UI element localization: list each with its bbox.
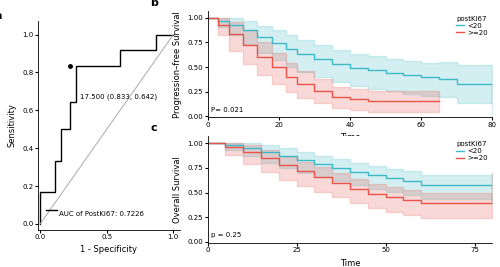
<20 [283,48,289,51]
<20 [490,186,496,189]
>=20 [329,181,335,184]
>=20 [347,187,353,190]
Text: a: a [0,11,2,21]
>=20 [418,99,424,102]
>=20 [347,97,353,100]
<20 [294,53,300,56]
>=20 [258,156,264,159]
>=20 [283,75,289,78]
>=20 [382,196,388,199]
>=20 [472,202,478,205]
>=20 [276,163,282,166]
<20 [347,66,353,70]
<20 [215,19,221,22]
<20 [254,36,260,39]
<20 [418,75,424,78]
<20 [472,183,478,186]
<20 [276,154,282,158]
>=20 [490,193,496,196]
<20 [454,183,460,186]
<20 [365,68,371,72]
<20 [312,162,318,166]
>=20 [436,99,442,102]
>=20 [365,99,371,102]
>=20 [329,95,335,98]
<20 [472,82,478,85]
>=20 [222,146,228,149]
<20 [222,143,228,147]
>=20 [226,33,232,36]
Text: 17.500 (0.833, 0.642): 17.500 (0.833, 0.642) [80,94,157,100]
>=20 [454,202,460,205]
<20 [240,146,246,150]
>=20 [204,16,210,19]
<20 [204,16,210,19]
<20 [240,29,246,32]
<20 [490,101,496,104]
>=20 [400,199,406,202]
<20 [436,183,442,186]
>=20 [240,150,246,154]
>=20 [204,142,210,145]
>=20 [294,82,300,85]
<20 [365,173,371,176]
<20 [382,71,388,74]
>=20 [400,99,406,102]
<20 [347,170,353,173]
X-axis label: 1 - Specificity: 1 - Specificity [80,245,137,254]
Text: AUC of PostKi67: 0.7226: AUC of PostKi67: 0.7226 [59,211,144,217]
Text: b: b [150,0,158,8]
<20 [382,176,388,179]
Legend: <20, >=20: <20, >=20 [454,140,489,163]
Line: <20: <20 [208,18,493,103]
>=20 [294,169,300,172]
Line: >=20: >=20 [208,18,439,101]
<20 [329,62,335,66]
<20 [400,179,406,182]
Y-axis label: Progression–free Survival: Progression–free Survival [173,11,182,117]
X-axis label: Time: Time [340,133,360,142]
<20 [329,166,335,170]
>=20 [382,99,388,102]
<20 [268,42,274,45]
Text: p = 0.25: p = 0.25 [211,232,242,238]
Y-axis label: Overall Survival: Overall Survival [173,156,182,223]
>=20 [418,202,424,205]
<20 [258,150,264,154]
<20 [312,57,318,61]
<20 [204,142,210,145]
Line: <20: <20 [208,143,493,188]
>=20 [215,23,221,26]
Y-axis label: Sensitivity: Sensitivity [8,104,16,147]
<20 [418,183,424,186]
Line: >=20: >=20 [208,143,493,203]
>=20 [268,65,274,69]
<20 [294,158,300,162]
>=20 [365,192,371,195]
>=20 [312,175,318,178]
>=20 [312,89,318,92]
Text: P= 0.021: P= 0.021 [211,107,244,113]
>=20 [240,44,246,47]
Text: c: c [150,123,157,133]
<20 [226,23,232,26]
<20 [400,73,406,77]
<20 [454,82,460,85]
>=20 [254,56,260,59]
Legend: <20, >=20: <20, >=20 [454,14,489,37]
<20 [436,77,442,81]
>=20 [436,202,442,205]
X-axis label: Time: Time [340,259,360,267]
